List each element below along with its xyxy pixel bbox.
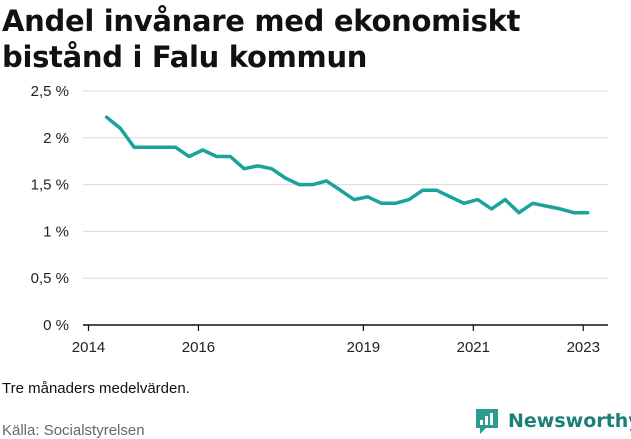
x-axis: 2014 2016 2019 2021 2023 [72,324,608,356]
y-tick-label: 2 % [43,130,69,147]
data-series [104,115,590,215]
chart-title: Andel invånare med ekonomiskt bistånd i … [2,4,521,74]
y-tick-label: 2,5 % [31,83,69,100]
x-tick-label: 2023 [567,339,600,356]
y-tick-label: 1 % [43,223,69,240]
source-note: Källa: Socialstyrelsen [2,422,145,439]
y-tick-label: 0 % [43,317,69,334]
series-line [104,115,590,215]
y-tick-label: 1,5 % [31,177,69,194]
gridlines [83,90,608,279]
chart-footnote: Tre månaders medelvärden. [2,380,190,397]
newsworthy-logo-icon [476,409,498,434]
newsworthy-brand[interactable]: Newsworthy [474,407,631,435]
y-tick-label: 0,5 % [31,270,69,287]
x-tick-label: 2019 [347,339,380,356]
brand-name: Newsworthy [508,410,631,432]
x-tick-label: 2014 [72,339,105,356]
x-tick-label: 2016 [182,339,215,356]
y-axis-tick-labels: 0 % 0,5 % 1 % 1,5 % 2 % 2,5 % [31,83,69,334]
x-tick-label: 2021 [457,339,490,356]
